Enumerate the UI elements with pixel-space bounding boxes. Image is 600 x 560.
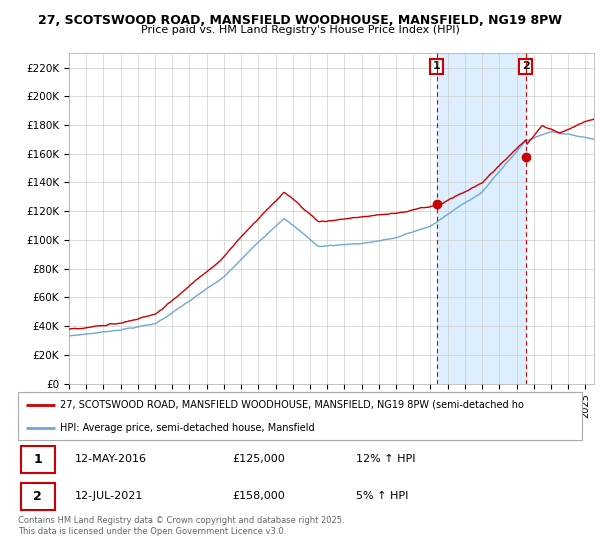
Text: 2: 2 [522,62,530,72]
Text: 27, SCOTSWOOD ROAD, MANSFIELD WOODHOUSE, MANSFIELD, NG19 8PW (semi-detached ho: 27, SCOTSWOOD ROAD, MANSFIELD WOODHOUSE,… [60,400,524,410]
Text: £158,000: £158,000 [232,491,285,501]
Text: 27, SCOTSWOOD ROAD, MANSFIELD WOODHOUSE, MANSFIELD, NG19 8PW: 27, SCOTSWOOD ROAD, MANSFIELD WOODHOUSE,… [38,14,562,27]
Text: Price paid vs. HM Land Registry's House Price Index (HPI): Price paid vs. HM Land Registry's House … [140,25,460,35]
Text: 12-MAY-2016: 12-MAY-2016 [74,454,146,464]
FancyBboxPatch shape [21,446,55,473]
Text: HPI: Average price, semi-detached house, Mansfield: HPI: Average price, semi-detached house,… [60,423,315,433]
Text: Contains HM Land Registry data © Crown copyright and database right 2025.
This d: Contains HM Land Registry data © Crown c… [18,516,344,536]
Text: 12-JUL-2021: 12-JUL-2021 [74,491,143,501]
Text: 12% ↑ HPI: 12% ↑ HPI [356,454,416,464]
Text: 2: 2 [34,490,42,503]
Bar [437,53,526,384]
Text: £125,000: £125,000 [232,454,285,464]
FancyBboxPatch shape [18,392,582,440]
Text: 5% ↑ HPI: 5% ↑ HPI [356,491,409,501]
Text: 1: 1 [34,452,42,466]
FancyBboxPatch shape [21,483,55,510]
Text: 1: 1 [433,62,441,72]
